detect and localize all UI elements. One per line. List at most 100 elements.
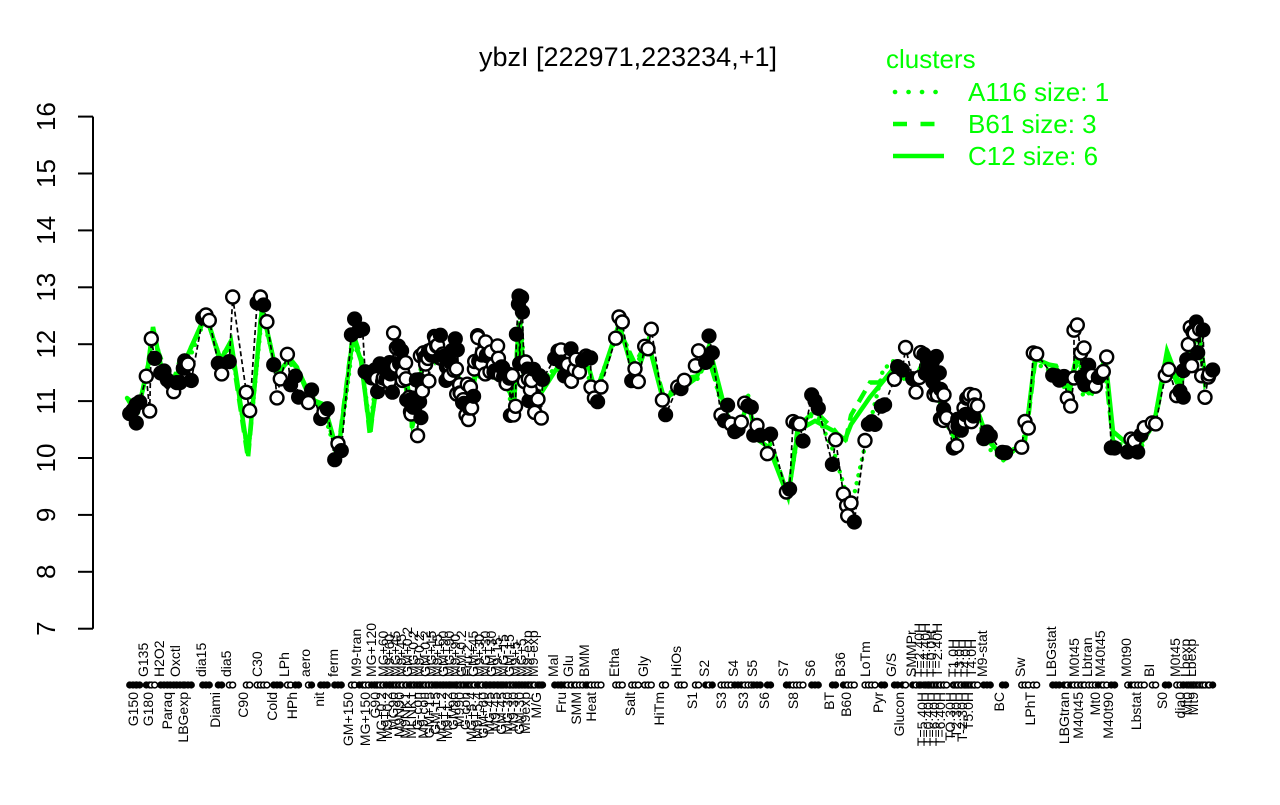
svg-text:B60: B60 xyxy=(838,692,854,717)
svg-text:GM-0.2: GM-0.2 xyxy=(417,630,433,677)
svg-text:BT: BT xyxy=(821,692,837,710)
svg-text:M0t45: M0t45 xyxy=(1066,638,1082,677)
svg-text:Sw: Sw xyxy=(1012,657,1028,677)
svg-text:MG+150: MG+150 xyxy=(357,692,373,746)
svg-text:GM+30: GM+30 xyxy=(483,630,499,677)
svg-text:G180: G180 xyxy=(140,692,156,726)
svg-text:MG+0.2: MG+0.2 xyxy=(373,692,389,742)
svg-text:M9NK1: M9NK1 xyxy=(397,692,413,739)
svg-text:Mt0: Mt0 xyxy=(1087,692,1103,716)
svg-text:M9-exp: M9-exp xyxy=(519,630,535,677)
svg-text:M/G: M/G xyxy=(528,692,544,718)
svg-text:M40t45: M40t45 xyxy=(1092,630,1108,677)
svg-text:S7: S7 xyxy=(775,660,791,677)
svg-text:M0t45: M0t45 xyxy=(1167,638,1183,677)
svg-text:MG-0.2: MG-0.2 xyxy=(405,630,421,677)
svg-text:LPhT: LPhT xyxy=(1022,692,1038,726)
svg-text:ybzI [222971,223234,+1]: ybzI [222971,223234,+1] xyxy=(479,42,777,72)
svg-text:S3: S3 xyxy=(735,692,751,709)
svg-text:T2.30H: T2.30H xyxy=(948,692,964,738)
svg-text:Cold: Cold xyxy=(264,692,280,721)
svg-text:T=6.40H: T=6.40H xyxy=(926,692,942,746)
svg-text:M9-exp: M9-exp xyxy=(525,630,541,677)
svg-text:Lbtran: Lbtran xyxy=(1079,637,1095,677)
svg-text:MG+5.4: MG+5.4 xyxy=(463,692,479,742)
svg-text:S1: S1 xyxy=(684,692,700,709)
svg-text:GM+15: GM+15 xyxy=(421,692,437,739)
svg-text:16: 16 xyxy=(31,102,61,131)
svg-text:LPh: LPh xyxy=(276,652,292,677)
svg-text:M40t90: M40t90 xyxy=(1100,692,1116,739)
svg-text:GM+60: GM+60 xyxy=(475,692,491,739)
svg-text:T4.0H: T4.0H xyxy=(957,639,973,677)
svg-text:G-con: G-con xyxy=(457,692,473,730)
svg-text:LBGexp: LBGexp xyxy=(175,692,191,743)
svg-text:M9+30: M9+30 xyxy=(471,634,487,677)
svg-text:T3.0H: T3.0H xyxy=(951,639,967,677)
svg-text:GM-30: GM-30 xyxy=(511,692,527,735)
svg-text:T-2.30H: T-2.30H xyxy=(954,692,970,742)
svg-text:Paraq: Paraq xyxy=(159,692,175,729)
svg-text:A116 size: 1: A116 size: 1 xyxy=(968,77,1109,107)
svg-text:MG+15: MG+15 xyxy=(423,630,439,677)
svg-text:M9+45: M9+45 xyxy=(393,634,409,677)
svg-text:G150: G150 xyxy=(125,692,141,726)
svg-text:MG+1.2: MG+1.2 xyxy=(433,692,449,742)
svg-text:Heat: Heat xyxy=(583,692,599,722)
svg-text:dia15: dia15 xyxy=(193,643,209,677)
svg-text:Fru: Fru xyxy=(553,692,569,713)
svg-text:Lbstat: Lbstat xyxy=(1128,692,1144,730)
svg-text:LBGstat: LBGstat xyxy=(1043,626,1059,677)
svg-text:clusters: clusters xyxy=(886,44,976,74)
svg-text:S2: S2 xyxy=(696,660,712,677)
svg-text:Glucon: Glucon xyxy=(891,692,907,736)
svg-text:M9+15: M9+15 xyxy=(429,634,445,677)
svg-text:Gly: Gly xyxy=(635,656,651,677)
svg-text:M9+1.2: M9+1.2 xyxy=(439,692,455,739)
svg-text:TO.30H: TO.30H xyxy=(942,692,958,741)
svg-text:S8: S8 xyxy=(785,692,801,709)
svg-text:Lbexp: Lbexp xyxy=(1177,639,1193,677)
svg-text:MG+90: MG+90 xyxy=(441,630,457,677)
svg-text:M9-stat: M9-stat xyxy=(974,630,990,677)
svg-text:aero: aero xyxy=(297,649,313,677)
svg-text:Diami: Diami xyxy=(207,692,223,728)
svg-text:G135: G135 xyxy=(135,643,151,677)
svg-text:dia5: dia5 xyxy=(218,650,234,677)
svg-text:T=2.40H: T=2.40H xyxy=(911,623,927,677)
svg-text:S0: S0 xyxy=(1154,692,1170,709)
svg-text:M9-15: M9-15 xyxy=(489,637,505,677)
svg-text:nit: nit xyxy=(311,692,327,707)
svg-text:M0t90: M0t90 xyxy=(1118,638,1134,677)
svg-text:15: 15 xyxy=(31,159,61,188)
svg-text:MG+120: MG+120 xyxy=(363,623,379,677)
svg-text:S6: S6 xyxy=(756,692,772,709)
svg-text:11: 11 xyxy=(31,388,61,415)
svg-text:Fru:2: Fru:2 xyxy=(459,644,475,677)
svg-text:GM90: GM90 xyxy=(445,692,461,730)
svg-text:LoTm: LoTm xyxy=(857,641,873,677)
svg-text:S6: S6 xyxy=(802,660,818,677)
svg-text:M9-30: M9-30 xyxy=(505,692,521,732)
svg-text:S5: S5 xyxy=(744,660,760,677)
svg-text:S4: S4 xyxy=(725,660,741,677)
svg-text:C90: C90 xyxy=(235,692,251,718)
svg-text:M9-0.2: M9-0.2 xyxy=(411,633,427,677)
svg-text:Pyr: Pyr xyxy=(870,692,886,713)
svg-text:Salt: Salt xyxy=(622,692,638,716)
svg-text:BMM: BMM xyxy=(576,644,592,677)
svg-text:M9+60: M9+60 xyxy=(381,634,397,677)
svg-text:HiTm: HiTm xyxy=(651,692,667,725)
svg-text:MG+45: MG+45 xyxy=(387,630,403,677)
svg-text:13: 13 xyxy=(31,273,61,302)
svg-text:M9-tran: M9-tran xyxy=(348,629,364,677)
svg-text:G90: G90 xyxy=(367,692,383,719)
svg-text:MG-45: MG-45 xyxy=(481,692,497,735)
svg-text:M40t45: M40t45 xyxy=(1070,692,1086,739)
svg-text:M9-45: M9-45 xyxy=(487,692,503,732)
svg-text:M9+5: M9+5 xyxy=(507,641,523,677)
svg-text:M9N90: M9N90 xyxy=(391,692,407,737)
svg-text:Mal: Mal xyxy=(545,654,561,677)
svg-text:G/S: G/S xyxy=(883,653,899,677)
svg-text:T=0.0H: T=0.0H xyxy=(923,631,939,677)
